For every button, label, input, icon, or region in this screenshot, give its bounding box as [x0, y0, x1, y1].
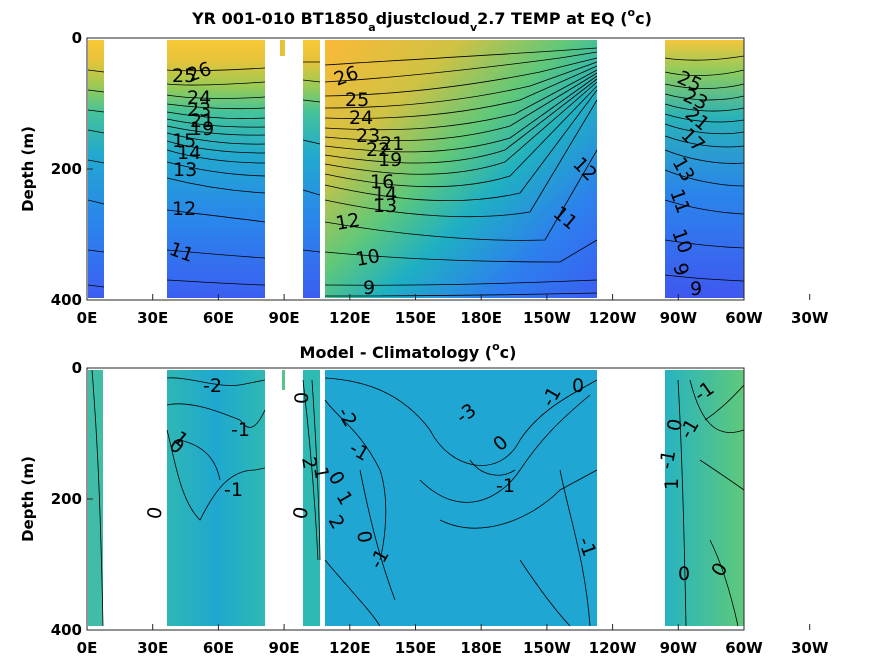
top-clabel-13a: 13	[173, 159, 197, 181]
bottom-xtick-label: 60W	[725, 639, 763, 656]
top-yticks: 0 200 400	[51, 29, 93, 309]
bot-clabel-1d: 1	[661, 478, 683, 490]
bottom-contours	[91, 369, 744, 627]
bottom-xtick-label: 30E	[137, 639, 168, 656]
top-contours-pacific	[324, 47, 598, 297]
bottom-panel: Model - Climatology (oc)	[19, 340, 829, 656]
top-ytick-label: 400	[51, 291, 82, 309]
bot-clabel-0h: 0	[572, 375, 584, 397]
top-ytick-label: 200	[51, 160, 82, 178]
bottom-title: Model - Climatology (oc)	[300, 340, 517, 362]
top-clabel-23a: 23	[187, 99, 211, 121]
top-region-atlantic-west	[665, 40, 744, 298]
top-region-maritime	[280, 40, 285, 56]
top-clabel-21b: 21	[380, 133, 404, 155]
bottom-ytick-label: 200	[51, 490, 82, 508]
bottom-ylabel: Depth (m)	[19, 456, 37, 542]
top-xtick-label: 60W	[725, 309, 763, 327]
top-xtick-label: 180E	[460, 309, 502, 327]
bot-clabel-0c: 0	[291, 392, 313, 404]
bot-clabel-m1a: -1	[231, 419, 250, 441]
bottom-xtick-label: 150W	[523, 639, 571, 656]
top-clabel-16b: 16	[370, 171, 394, 193]
top-contours-strait	[302, 61, 321, 253]
top-clabel-9e: 9	[690, 278, 702, 300]
top-ylabel: Depth (m)	[19, 126, 37, 212]
bottom-xtick-label: 150E	[395, 639, 437, 656]
top-clabel-12a: 12	[172, 198, 196, 220]
bottom-yticks: 0 200 400	[51, 359, 93, 639]
bottom-xticks: 0E 30E 60E 90E 120E 150E 180E 150W 120W 90W 60W 30W	[77, 624, 829, 656]
bottom-xtick-label: 120W	[589, 639, 637, 656]
top-xtick-label: 150W	[523, 309, 571, 327]
bottom-region-indian	[167, 370, 265, 626]
top-contours-indian	[166, 67, 266, 286]
top-clabel-15a: 15	[172, 130, 196, 152]
bottom-xtick-label: 30W	[791, 639, 829, 656]
bottom-xtick-label: 0E	[77, 639, 98, 656]
bot-clabel-0i: 0	[663, 417, 687, 433]
bottom-region-atlantic-east	[88, 370, 103, 626]
bottom-heatmap: -2 -1 -1 0 1 0 0 2 1 0 0 1 2 -2 -1 0 -1 …	[88, 369, 744, 627]
bottom-ytick-label: 400	[51, 621, 82, 639]
top-xtick-label: 90E	[269, 309, 300, 327]
top-xtick-label: 120W	[589, 309, 637, 327]
top-clabel-24b: 24	[349, 107, 373, 129]
top-contours-atl-west	[664, 55, 744, 282]
bottom-region-strait	[303, 370, 320, 626]
top-contours-atl-east	[87, 69, 105, 288]
top-xticks: 0E 30E 60E 90E 120E 150E 180E 150W 120W 90W 60W 30W	[77, 294, 829, 327]
bot-clabel-0f: 0	[352, 529, 376, 545]
top-region-atlantic-east	[88, 40, 104, 298]
bot-clabel-2a: 2	[297, 455, 321, 471]
top-clabel-19b: 19	[378, 149, 402, 171]
bottom-xtick-label: 180E	[460, 639, 502, 656]
bottom-region-atlantic-west	[665, 370, 744, 626]
bot-clabel-0j: 0	[678, 563, 690, 585]
top-xtick-label: 120E	[329, 309, 371, 327]
top-clabel-10b: 10	[354, 245, 382, 271]
top-ytick-label: 0	[72, 29, 82, 47]
top-clabel-23b: 23	[356, 125, 380, 147]
top-clabel-12b: 12	[334, 209, 362, 235]
top-region-strait	[303, 40, 320, 298]
top-clabel-9b: 9	[363, 277, 375, 299]
bot-clabel-m1j: -1	[655, 448, 680, 470]
top-clabel-22b: 22	[366, 139, 390, 161]
bottom-xtick-label: 120E	[329, 639, 371, 656]
top-clabel-13b: 13	[373, 195, 397, 217]
bot-clabel-m1b: -1	[224, 479, 243, 501]
bottom-xtick-label: 60E	[203, 639, 234, 656]
bottom-xtick-label: 90W	[660, 639, 698, 656]
bot-clabel-1b: 1	[309, 465, 333, 481]
top-clabel-24a: 24	[187, 87, 211, 109]
top-heatmap: 26 25 24 23 21 19 15 14 13 12 11 26 25 2…	[87, 40, 744, 300]
bot-clabel-0d: 0	[289, 505, 313, 521]
top-title: YR 001-010 BT1850adjustcloudv2.7 TEMP at…	[191, 6, 652, 34]
top-clabel-14b: 14	[373, 183, 397, 205]
bot-clabel-m2a: -2	[203, 375, 222, 397]
bottom-ytick-label: 0	[72, 359, 82, 377]
top-xtick-label: 30E	[137, 309, 168, 327]
top-xtick-label: 90W	[660, 309, 698, 327]
top-clabel-21a: 21	[190, 110, 214, 132]
bottom-region-maritime	[282, 370, 285, 390]
top-clabel-14a: 14	[177, 142, 201, 164]
top-clabel-19a: 19	[190, 118, 214, 140]
top-xtick-label: 0E	[77, 309, 98, 327]
bottom-xtick-label: 90E	[269, 639, 300, 656]
top-clabel-25b: 25	[345, 89, 369, 111]
top-panel: YR 001-010 BT1850adjustcloudv2.7 TEMP at…	[19, 6, 829, 327]
top-xtick-label: 60E	[203, 309, 234, 327]
top-region-pacific	[325, 40, 597, 298]
top-clabel-25a: 25	[172, 65, 196, 87]
top-xtick-label: 30W	[791, 309, 829, 327]
bot-clabel-0b: 0	[143, 505, 167, 521]
top-xtick-label: 150E	[395, 309, 437, 327]
bot-clabel-m1e: -1	[496, 475, 515, 497]
